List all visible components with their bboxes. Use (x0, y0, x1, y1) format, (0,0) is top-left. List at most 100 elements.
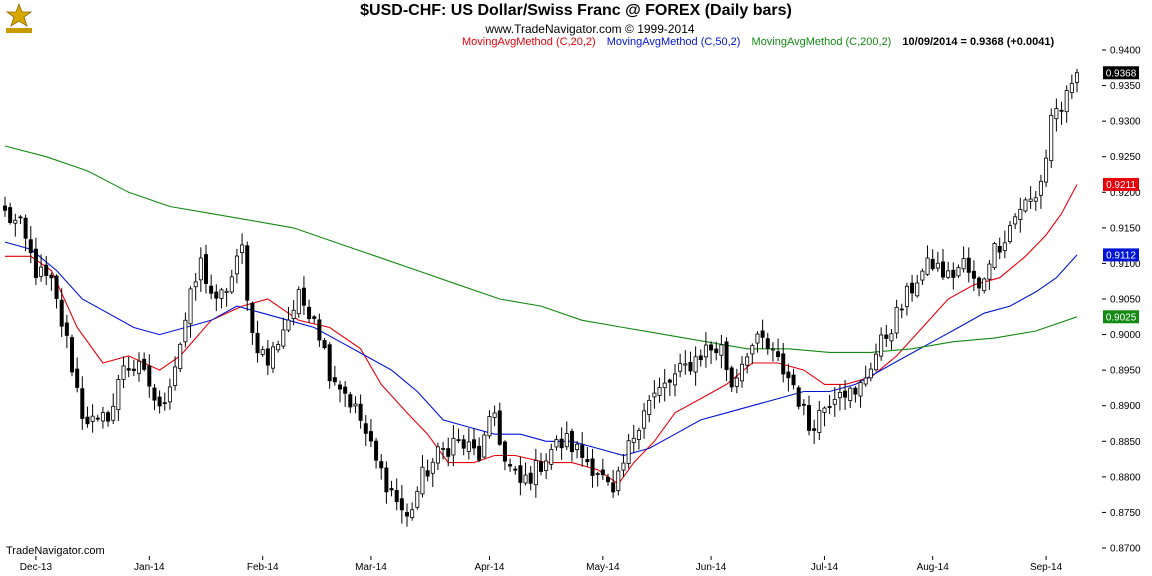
candle (652, 380, 657, 409)
candle-body (1008, 225, 1013, 242)
candle-body (198, 257, 203, 281)
candle-body (925, 257, 930, 275)
chart-title: $USD-CHF: US Dollar/Swiss Franc @ FOREX … (360, 2, 792, 19)
ma-line-200 (4, 145, 1078, 353)
candle-body (193, 281, 198, 288)
candle-body (3, 205, 8, 211)
candle (750, 343, 755, 365)
candle (255, 320, 260, 363)
candle (265, 340, 270, 376)
candle-body (693, 356, 698, 373)
ma-badge-200: 0.9025 (1106, 312, 1137, 323)
candle (786, 363, 791, 392)
candle-body (95, 417, 100, 420)
candle-body (312, 316, 317, 319)
candle (1054, 98, 1059, 132)
ma-badge-50-bg (1103, 248, 1139, 262)
candle (286, 306, 291, 333)
candle (606, 473, 611, 486)
candle-body (812, 428, 817, 431)
candle-body (394, 490, 399, 503)
candle (420, 455, 425, 498)
candle (224, 287, 229, 307)
trade-navigator-logo-icon (5, 2, 33, 33)
candle (941, 248, 946, 280)
candle (827, 394, 832, 414)
candle-body (868, 368, 873, 379)
x-tick-label: Mar-14 (355, 562, 387, 573)
candle (549, 443, 554, 470)
candle-body (709, 344, 714, 351)
candle (131, 359, 136, 377)
candle (487, 410, 492, 439)
candle-body (456, 439, 461, 442)
candle-body (616, 470, 621, 491)
candle (1008, 221, 1013, 244)
candle-body (874, 353, 879, 371)
candle (533, 448, 538, 498)
candle (188, 286, 193, 338)
candle-body (533, 460, 538, 486)
candle (451, 425, 456, 467)
candle-body (807, 405, 812, 431)
candle-body (1064, 90, 1069, 113)
candle (1064, 85, 1069, 123)
candle-body (904, 285, 909, 307)
ma-badge-20-bg (1103, 177, 1139, 191)
candle (260, 346, 265, 357)
candle-body (956, 267, 961, 277)
candle-body (296, 289, 301, 315)
candle (1018, 197, 1023, 233)
candle (982, 277, 987, 294)
candle-body (363, 423, 368, 434)
candle-body (425, 470, 430, 477)
y-tick-label: 0.9250 (1110, 152, 1141, 163)
candle (1023, 197, 1028, 213)
candle (379, 454, 384, 480)
candle-body (353, 403, 358, 407)
candle (8, 202, 13, 225)
candle-body (935, 262, 940, 269)
candle-body (234, 255, 239, 275)
candle (44, 256, 49, 286)
candle (482, 431, 487, 459)
candle-body (64, 322, 69, 336)
candle-body (167, 386, 172, 403)
candle (75, 357, 80, 393)
candle (508, 458, 513, 472)
candle (837, 384, 842, 411)
candle (709, 341, 714, 365)
candle (374, 437, 379, 469)
candle-body (554, 439, 559, 448)
candle-body (327, 344, 332, 382)
candle-body (430, 461, 435, 474)
candle (178, 342, 183, 373)
candle-body (822, 407, 827, 413)
candle (580, 432, 585, 467)
candle-body (482, 434, 487, 458)
candle (776, 338, 781, 362)
website-credit: www.TradeNavigator.com © 1999-2014 (485, 22, 695, 36)
candle (322, 338, 327, 350)
legend-item-ma200: MovingAvgMethod (C,200,2) (751, 36, 892, 48)
candle-body (899, 308, 904, 311)
candle-body (636, 430, 641, 440)
candle (595, 471, 600, 487)
candle-body (569, 430, 574, 453)
candle (874, 343, 879, 372)
candle-body (28, 239, 33, 254)
candle-body (631, 437, 636, 443)
candle (466, 428, 471, 460)
candle (910, 274, 915, 302)
candle (1044, 149, 1049, 188)
candle (796, 385, 801, 410)
candle-body (301, 287, 306, 306)
candle-body (549, 448, 554, 465)
candle-body (466, 441, 471, 452)
x-tick-label: Jun-14 (696, 562, 727, 573)
candle (781, 342, 786, 383)
candle (301, 276, 306, 316)
candle (435, 442, 440, 471)
candle (621, 453, 626, 477)
